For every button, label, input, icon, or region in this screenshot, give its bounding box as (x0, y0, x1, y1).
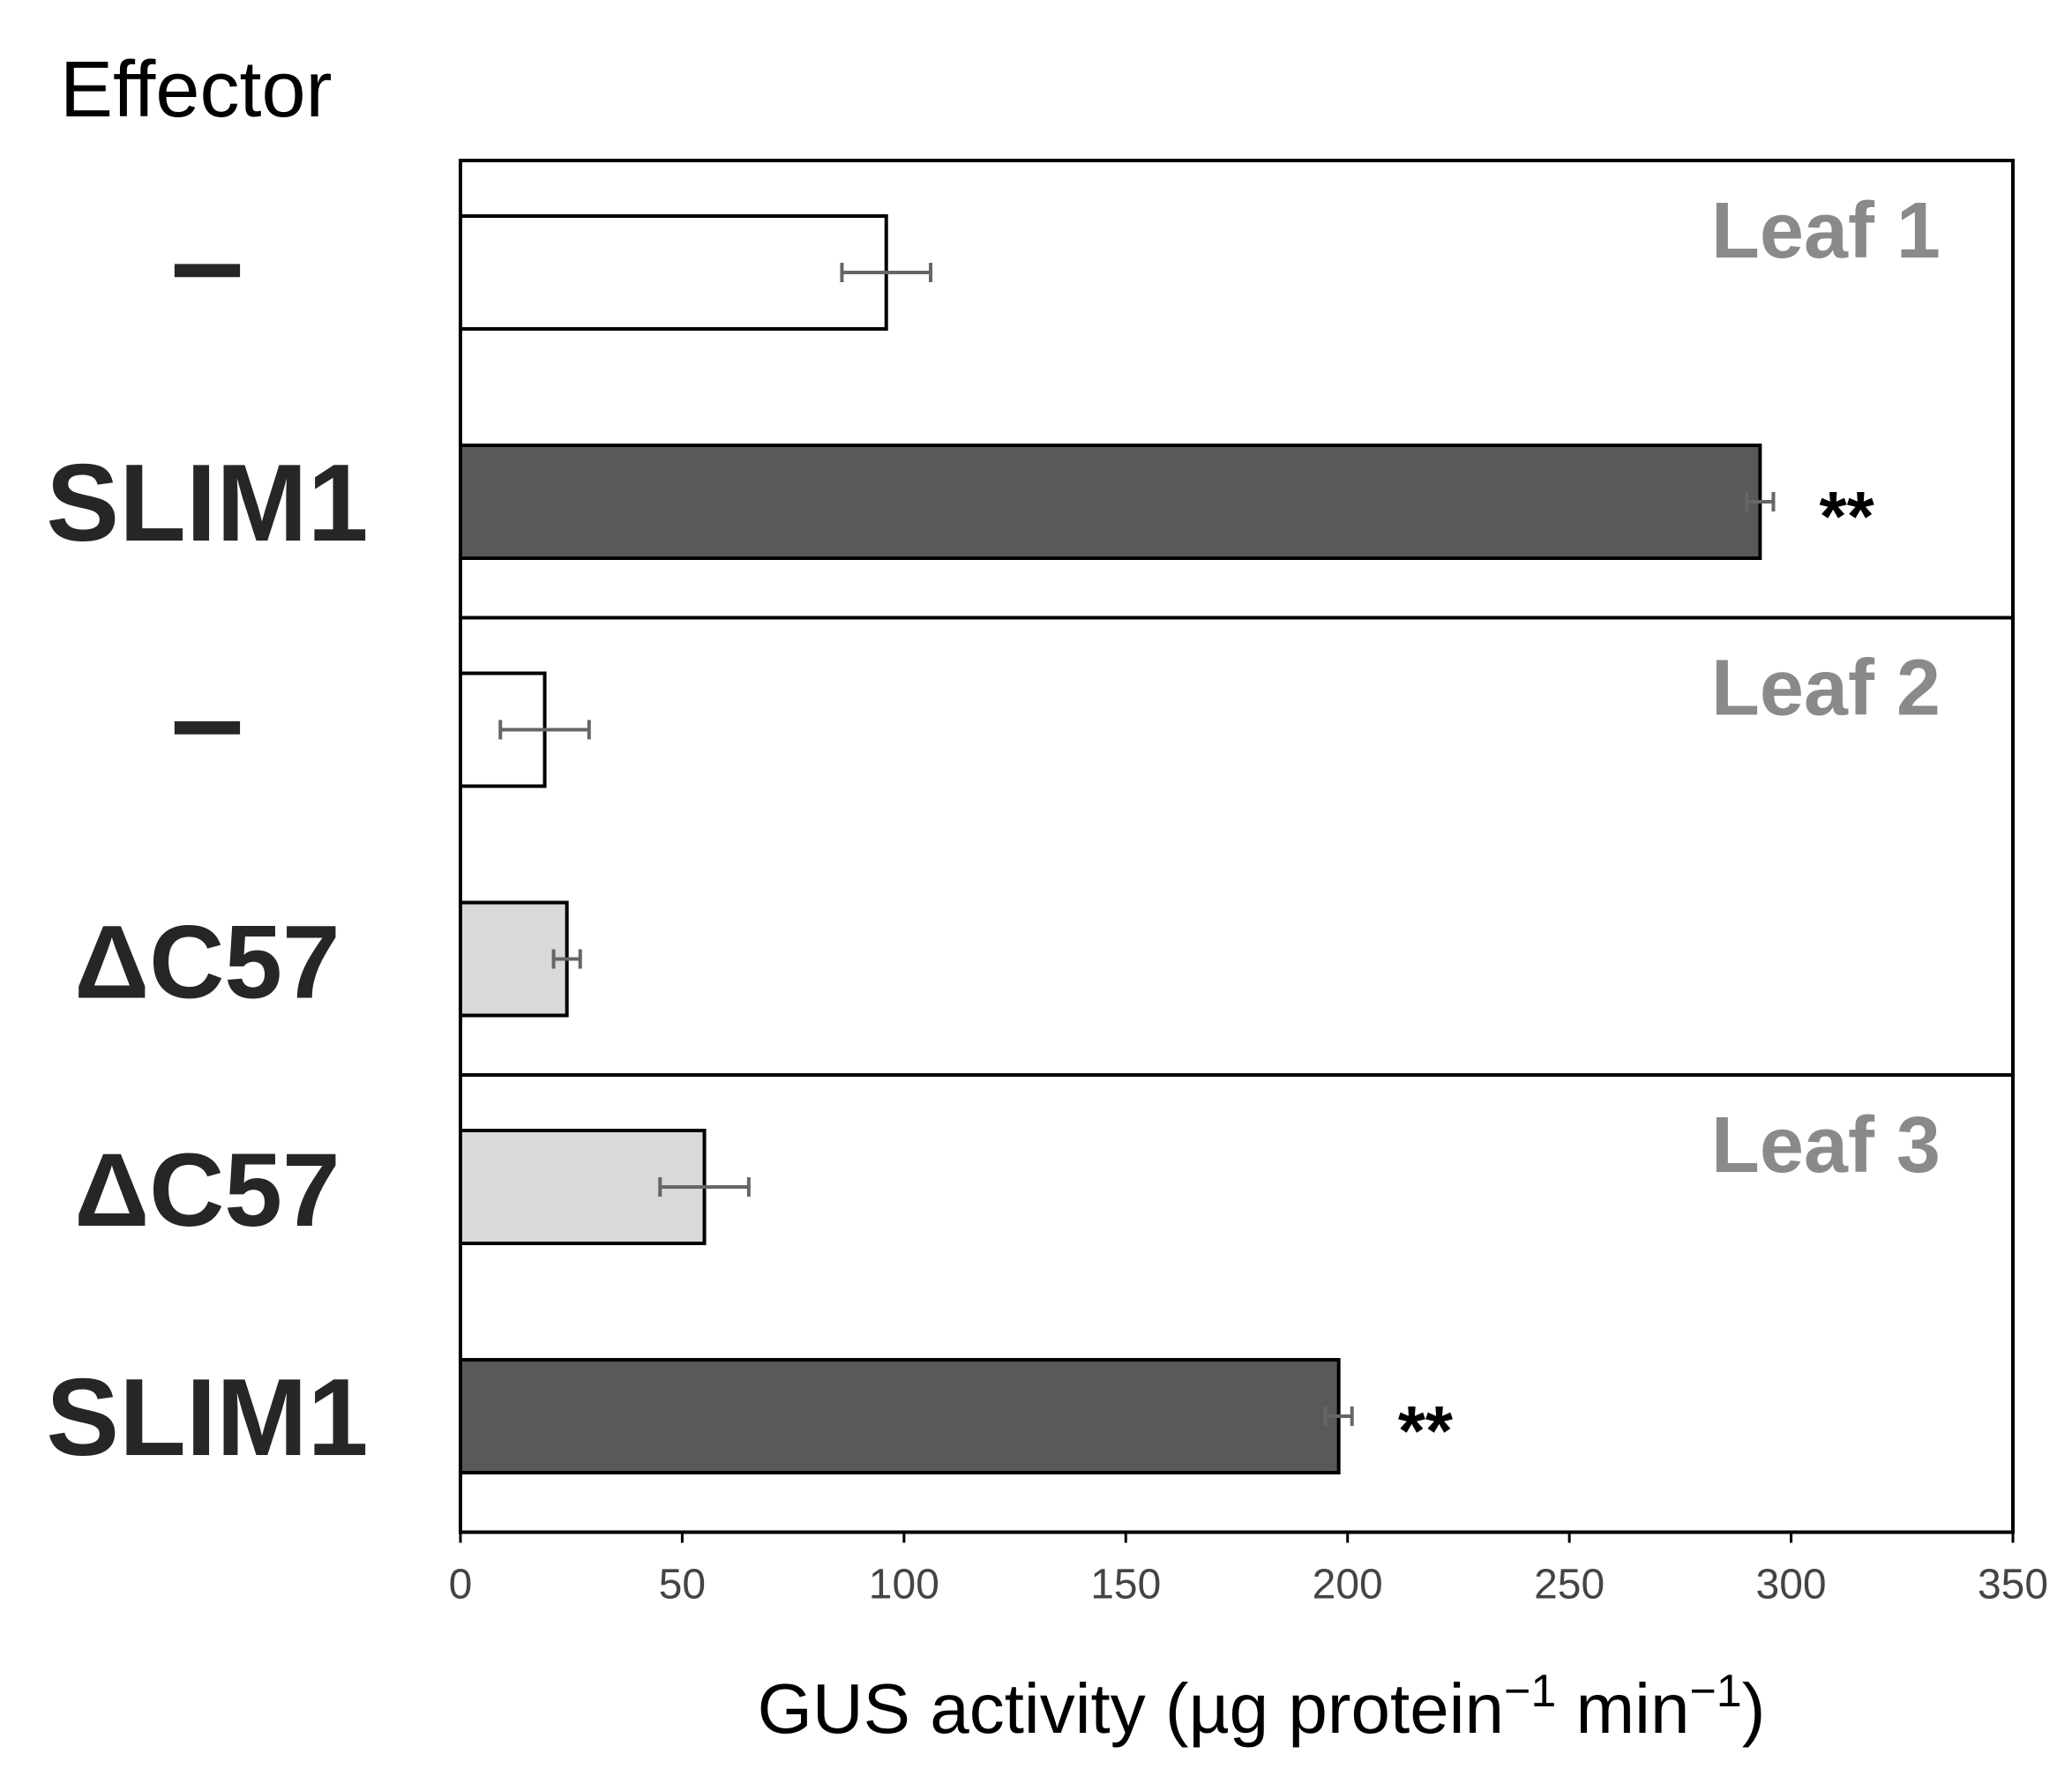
x-tick-label: 0 (449, 1562, 473, 1608)
category-label: SLIM1 (46, 443, 368, 564)
bar (459, 214, 888, 331)
panel-3: Leaf 3 ΔC57 ** SLIM1 (46, 1073, 2015, 1534)
x-axis-label-end: ) (1742, 1669, 1766, 1748)
bar (459, 900, 569, 1018)
panel-2: Leaf 2 – ΔC57 (74, 616, 2015, 1077)
x-axis-label-sup-1: −1 (1504, 1666, 1556, 1717)
x-axis: 0 50 100 150 200 250 300 350 (449, 1530, 2048, 1608)
effector-header: Effector (60, 46, 333, 134)
x-axis-label-main: GUS activity (µg protein (758, 1669, 1504, 1748)
panels: Leaf 1 – ** SLIM1 Leaf 2 – ΔC57 Leaf 3 ΔC57 ** SLI… (46, 159, 2015, 1534)
panel-label: Leaf 1 (1711, 187, 1941, 275)
panel-label: Leaf 3 (1711, 1101, 1941, 1190)
x-axis-label: GUS activity (µg protein−1 min−1) (758, 1666, 1766, 1748)
category-label: ΔC57 (74, 1132, 340, 1249)
significance-marker: ** (1819, 477, 1874, 556)
x-tick-label: 100 (869, 1562, 939, 1608)
x-axis-label-mid: min (1556, 1669, 1689, 1748)
x-tick-label: 350 (1978, 1562, 2048, 1608)
x-tick-label: 300 (1756, 1562, 1827, 1608)
x-tick-label: 250 (1534, 1562, 1604, 1608)
bar (459, 444, 1762, 560)
bar (459, 1358, 1341, 1474)
panel-1: Leaf 1 – ** SLIM1 (46, 159, 2015, 620)
x-tick-label: 150 (1090, 1562, 1161, 1608)
category-label: – (170, 644, 243, 792)
panel-label: Leaf 2 (1711, 645, 1941, 733)
category-label: SLIM1 (46, 1357, 368, 1479)
x-axis-label-sup-2: −1 (1689, 1666, 1741, 1717)
category-label: – (170, 186, 243, 334)
x-tick-label: 50 (659, 1562, 706, 1608)
x-tick-label: 200 (1313, 1562, 1383, 1608)
category-label: ΔC57 (74, 905, 340, 1021)
significance-marker: ** (1398, 1392, 1454, 1470)
